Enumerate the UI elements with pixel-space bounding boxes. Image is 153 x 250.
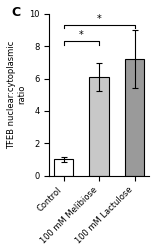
- Bar: [125, 59, 144, 176]
- Y-axis label: TFEB nuclear:cytoplasmic
ratio: TFEB nuclear:cytoplasmic ratio: [7, 40, 26, 149]
- Text: *: *: [79, 30, 84, 40]
- Bar: [89, 77, 109, 176]
- Bar: [54, 160, 73, 176]
- Text: *: *: [97, 14, 101, 24]
- Text: C: C: [11, 6, 21, 19]
